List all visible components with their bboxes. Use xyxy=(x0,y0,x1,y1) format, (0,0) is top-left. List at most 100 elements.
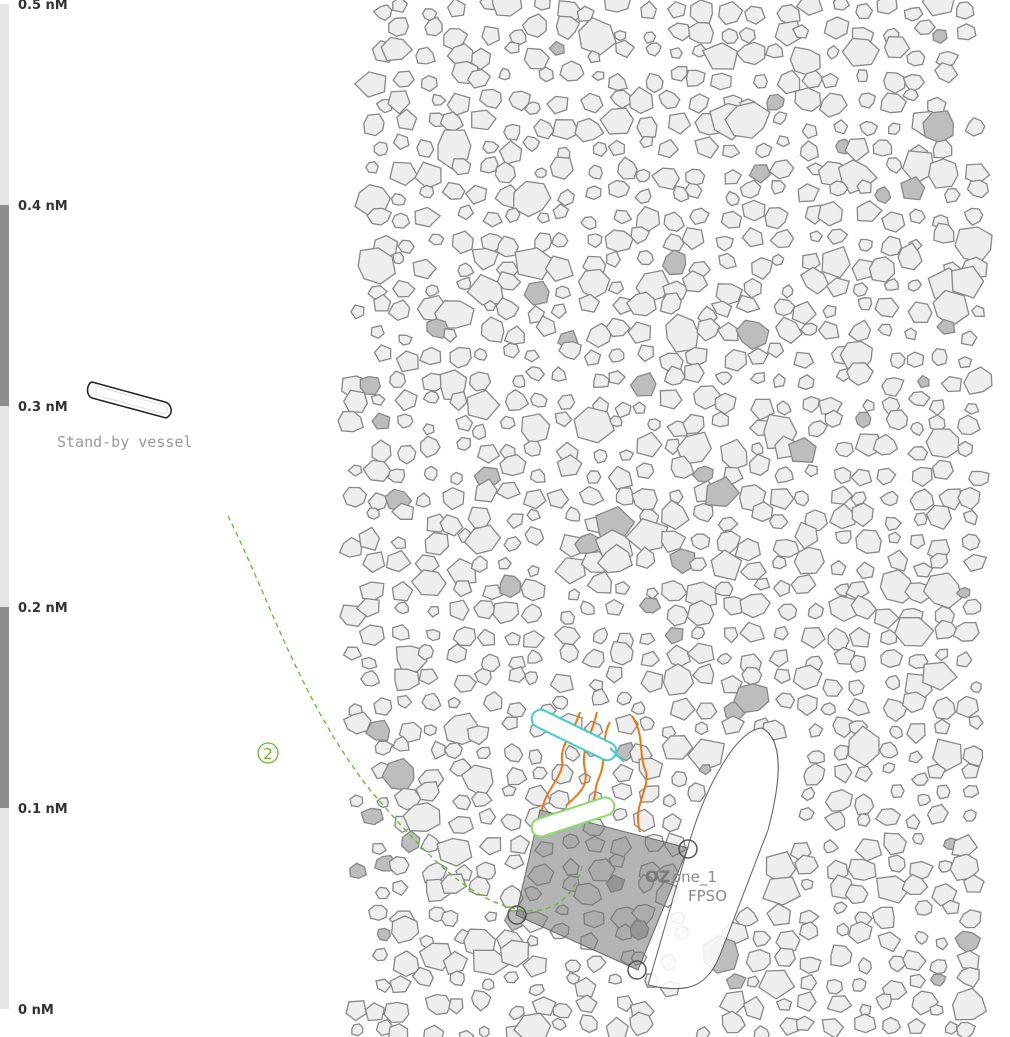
boulder xyxy=(773,947,797,967)
boulder xyxy=(452,580,473,598)
boulder xyxy=(692,502,714,523)
boulder xyxy=(373,697,393,717)
boulder xyxy=(798,921,819,941)
boulder xyxy=(907,279,923,292)
boulder xyxy=(374,740,394,756)
boulder xyxy=(366,507,380,520)
boulder xyxy=(591,70,605,82)
boulder xyxy=(872,139,893,157)
boulder xyxy=(640,670,664,694)
boulder xyxy=(380,36,414,62)
boulder xyxy=(388,856,410,876)
boulder xyxy=(337,410,364,433)
boulder xyxy=(639,135,654,149)
boulder xyxy=(439,111,464,132)
scale-tick-label: 0.2 nM xyxy=(18,601,68,616)
boulder xyxy=(371,842,387,856)
boulder xyxy=(686,738,726,773)
boulder xyxy=(402,802,441,832)
boulder xyxy=(664,438,681,456)
boulder xyxy=(872,433,899,456)
boulder xyxy=(632,808,656,833)
boulder xyxy=(957,486,981,511)
boulder xyxy=(798,806,815,822)
boulder xyxy=(794,854,820,875)
boulder xyxy=(817,200,843,227)
boulder xyxy=(499,939,530,968)
boulder xyxy=(911,466,933,488)
boulder xyxy=(887,122,901,135)
exclusion-zone[interactable] xyxy=(515,809,689,971)
boulder xyxy=(720,210,743,229)
boulder xyxy=(423,724,438,737)
boulder xyxy=(881,377,905,397)
boulder xyxy=(398,721,423,743)
vessel-cyan[interactable] xyxy=(529,707,625,764)
boulder xyxy=(685,168,706,187)
boulder xyxy=(883,36,911,59)
anchor-point[interactable] xyxy=(627,960,647,980)
boulder xyxy=(936,784,951,800)
boulder xyxy=(381,757,415,791)
boulder xyxy=(412,258,438,280)
anchor-point[interactable] xyxy=(507,905,527,925)
boulder xyxy=(478,88,502,110)
boulder xyxy=(721,715,746,735)
boulder xyxy=(350,304,365,320)
boulder xyxy=(418,668,439,686)
boulder xyxy=(960,330,978,347)
fpso-outline[interactable] xyxy=(647,727,779,990)
boulder xyxy=(724,169,743,185)
boulder xyxy=(389,975,412,994)
boulder xyxy=(630,226,651,245)
boulder xyxy=(423,465,438,482)
boulder xyxy=(524,525,545,547)
boulder xyxy=(883,278,899,291)
boulder xyxy=(696,317,721,342)
svg-text:2: 2 xyxy=(263,745,273,763)
boulder xyxy=(966,179,990,199)
boulder xyxy=(931,459,955,480)
boulder xyxy=(690,533,711,551)
boulder xyxy=(903,327,918,341)
boulder xyxy=(632,401,646,414)
boulder xyxy=(361,551,386,574)
boulder xyxy=(766,93,785,111)
boulder xyxy=(961,762,980,779)
boulder xyxy=(907,1017,927,1035)
boulder xyxy=(745,948,771,973)
boulder xyxy=(691,465,714,483)
boulder xyxy=(587,50,601,64)
boulder xyxy=(470,555,488,573)
boulder xyxy=(609,415,623,428)
vessel-route[interactable] xyxy=(227,515,583,912)
boulder xyxy=(657,138,680,159)
boulder xyxy=(468,876,491,897)
boulder xyxy=(645,42,662,57)
anchor-point[interactable] xyxy=(678,839,698,859)
boulder xyxy=(418,346,442,366)
standby-vessel[interactable]: Stand-by vessel xyxy=(57,381,192,451)
boulder xyxy=(735,41,766,66)
vessel-green[interactable] xyxy=(529,795,616,839)
boulder xyxy=(647,418,661,432)
boulder xyxy=(968,715,984,731)
boulder xyxy=(482,691,503,712)
boulder xyxy=(878,741,899,759)
boulder xyxy=(559,60,585,82)
boulder xyxy=(475,746,492,759)
boulder xyxy=(607,179,631,198)
boulder xyxy=(844,137,870,163)
boulder xyxy=(357,247,397,285)
boulder xyxy=(911,832,925,845)
route-marker[interactable]: 2 xyxy=(257,742,279,764)
boulder xyxy=(390,502,415,520)
boulder xyxy=(534,167,547,179)
boulder xyxy=(685,69,706,87)
boulder xyxy=(962,509,979,526)
boulder xyxy=(635,546,656,570)
boulder xyxy=(635,462,655,479)
boulder xyxy=(776,69,801,95)
boulder xyxy=(506,513,524,530)
